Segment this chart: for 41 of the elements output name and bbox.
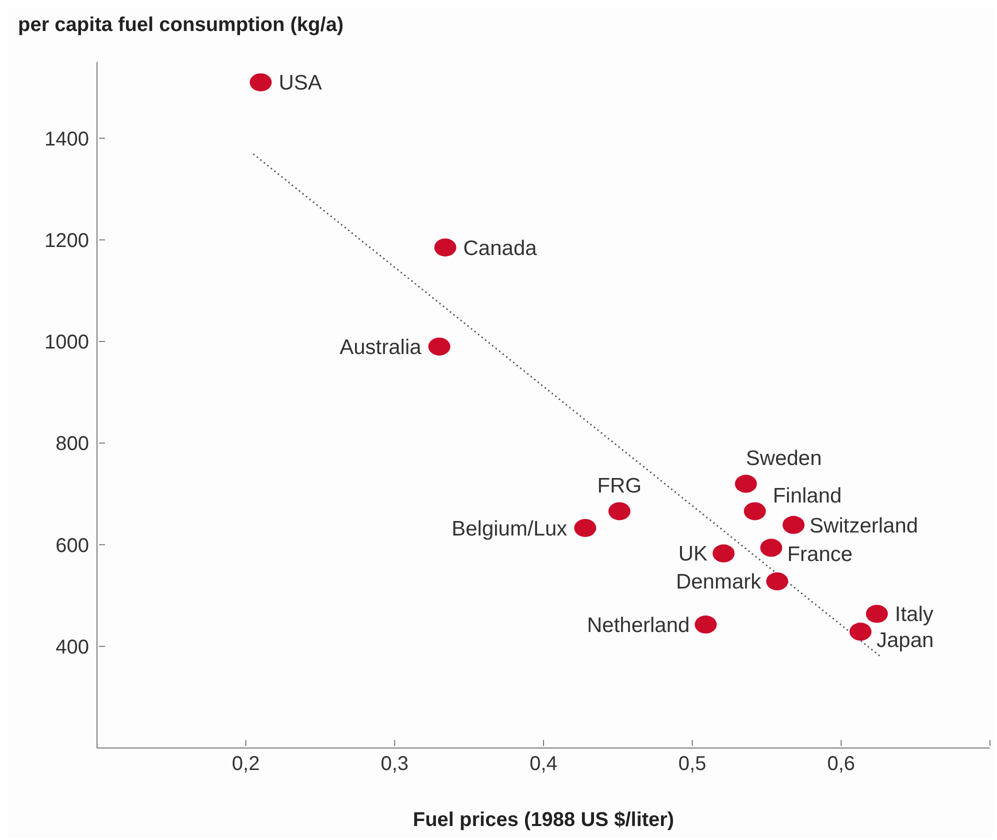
point [766,572,788,590]
annotation: Denmark [676,570,762,594]
point [428,338,450,356]
annotation: Netherland [586,614,690,637]
y-tick-label: 800 [56,433,89,456]
point [434,238,456,256]
annotation: Canada [463,236,538,260]
x-axis-title: Fuel prices (1988 US $/liter) [412,809,674,831]
point [574,518,596,537]
annotation: FRG [597,474,642,498]
annotation: Italy [894,603,934,626]
point [608,502,630,520]
point [782,516,805,534]
x-tick-label: 0,6 [827,753,856,776]
annotation: Finland [772,484,842,508]
point [744,502,766,520]
point [250,73,272,92]
point [866,604,888,623]
annotation: Switzerland [810,514,918,538]
point [694,616,717,634]
annotation: Sweden [746,447,822,470]
annotation: USA [278,72,322,95]
y-tick-label: 1000 [44,332,89,354]
x-tick-label: 0,2 [232,753,260,776]
x-tick-label: 0,4 [530,753,558,776]
point [734,474,757,493]
x-tick-label: 0,3 [380,753,409,776]
annotation: Japan [876,628,934,652]
point [850,622,872,641]
y-tick-label: 600 [56,534,89,557]
annotation: UK [678,542,708,566]
annotation: Australia [340,336,422,359]
point [712,544,735,562]
point [760,538,782,557]
y-tick-label: 1200 [44,230,89,252]
x-tick-label: 0,5 [678,753,706,776]
y-tick-label: 1400 [44,128,89,150]
y-axis-title: per capita fuel consumption (kg/a) [18,14,344,37]
annotation: Belgium/Lux [452,517,568,540]
annotation: France [787,543,853,566]
y-tick-label: 400 [56,636,89,658]
